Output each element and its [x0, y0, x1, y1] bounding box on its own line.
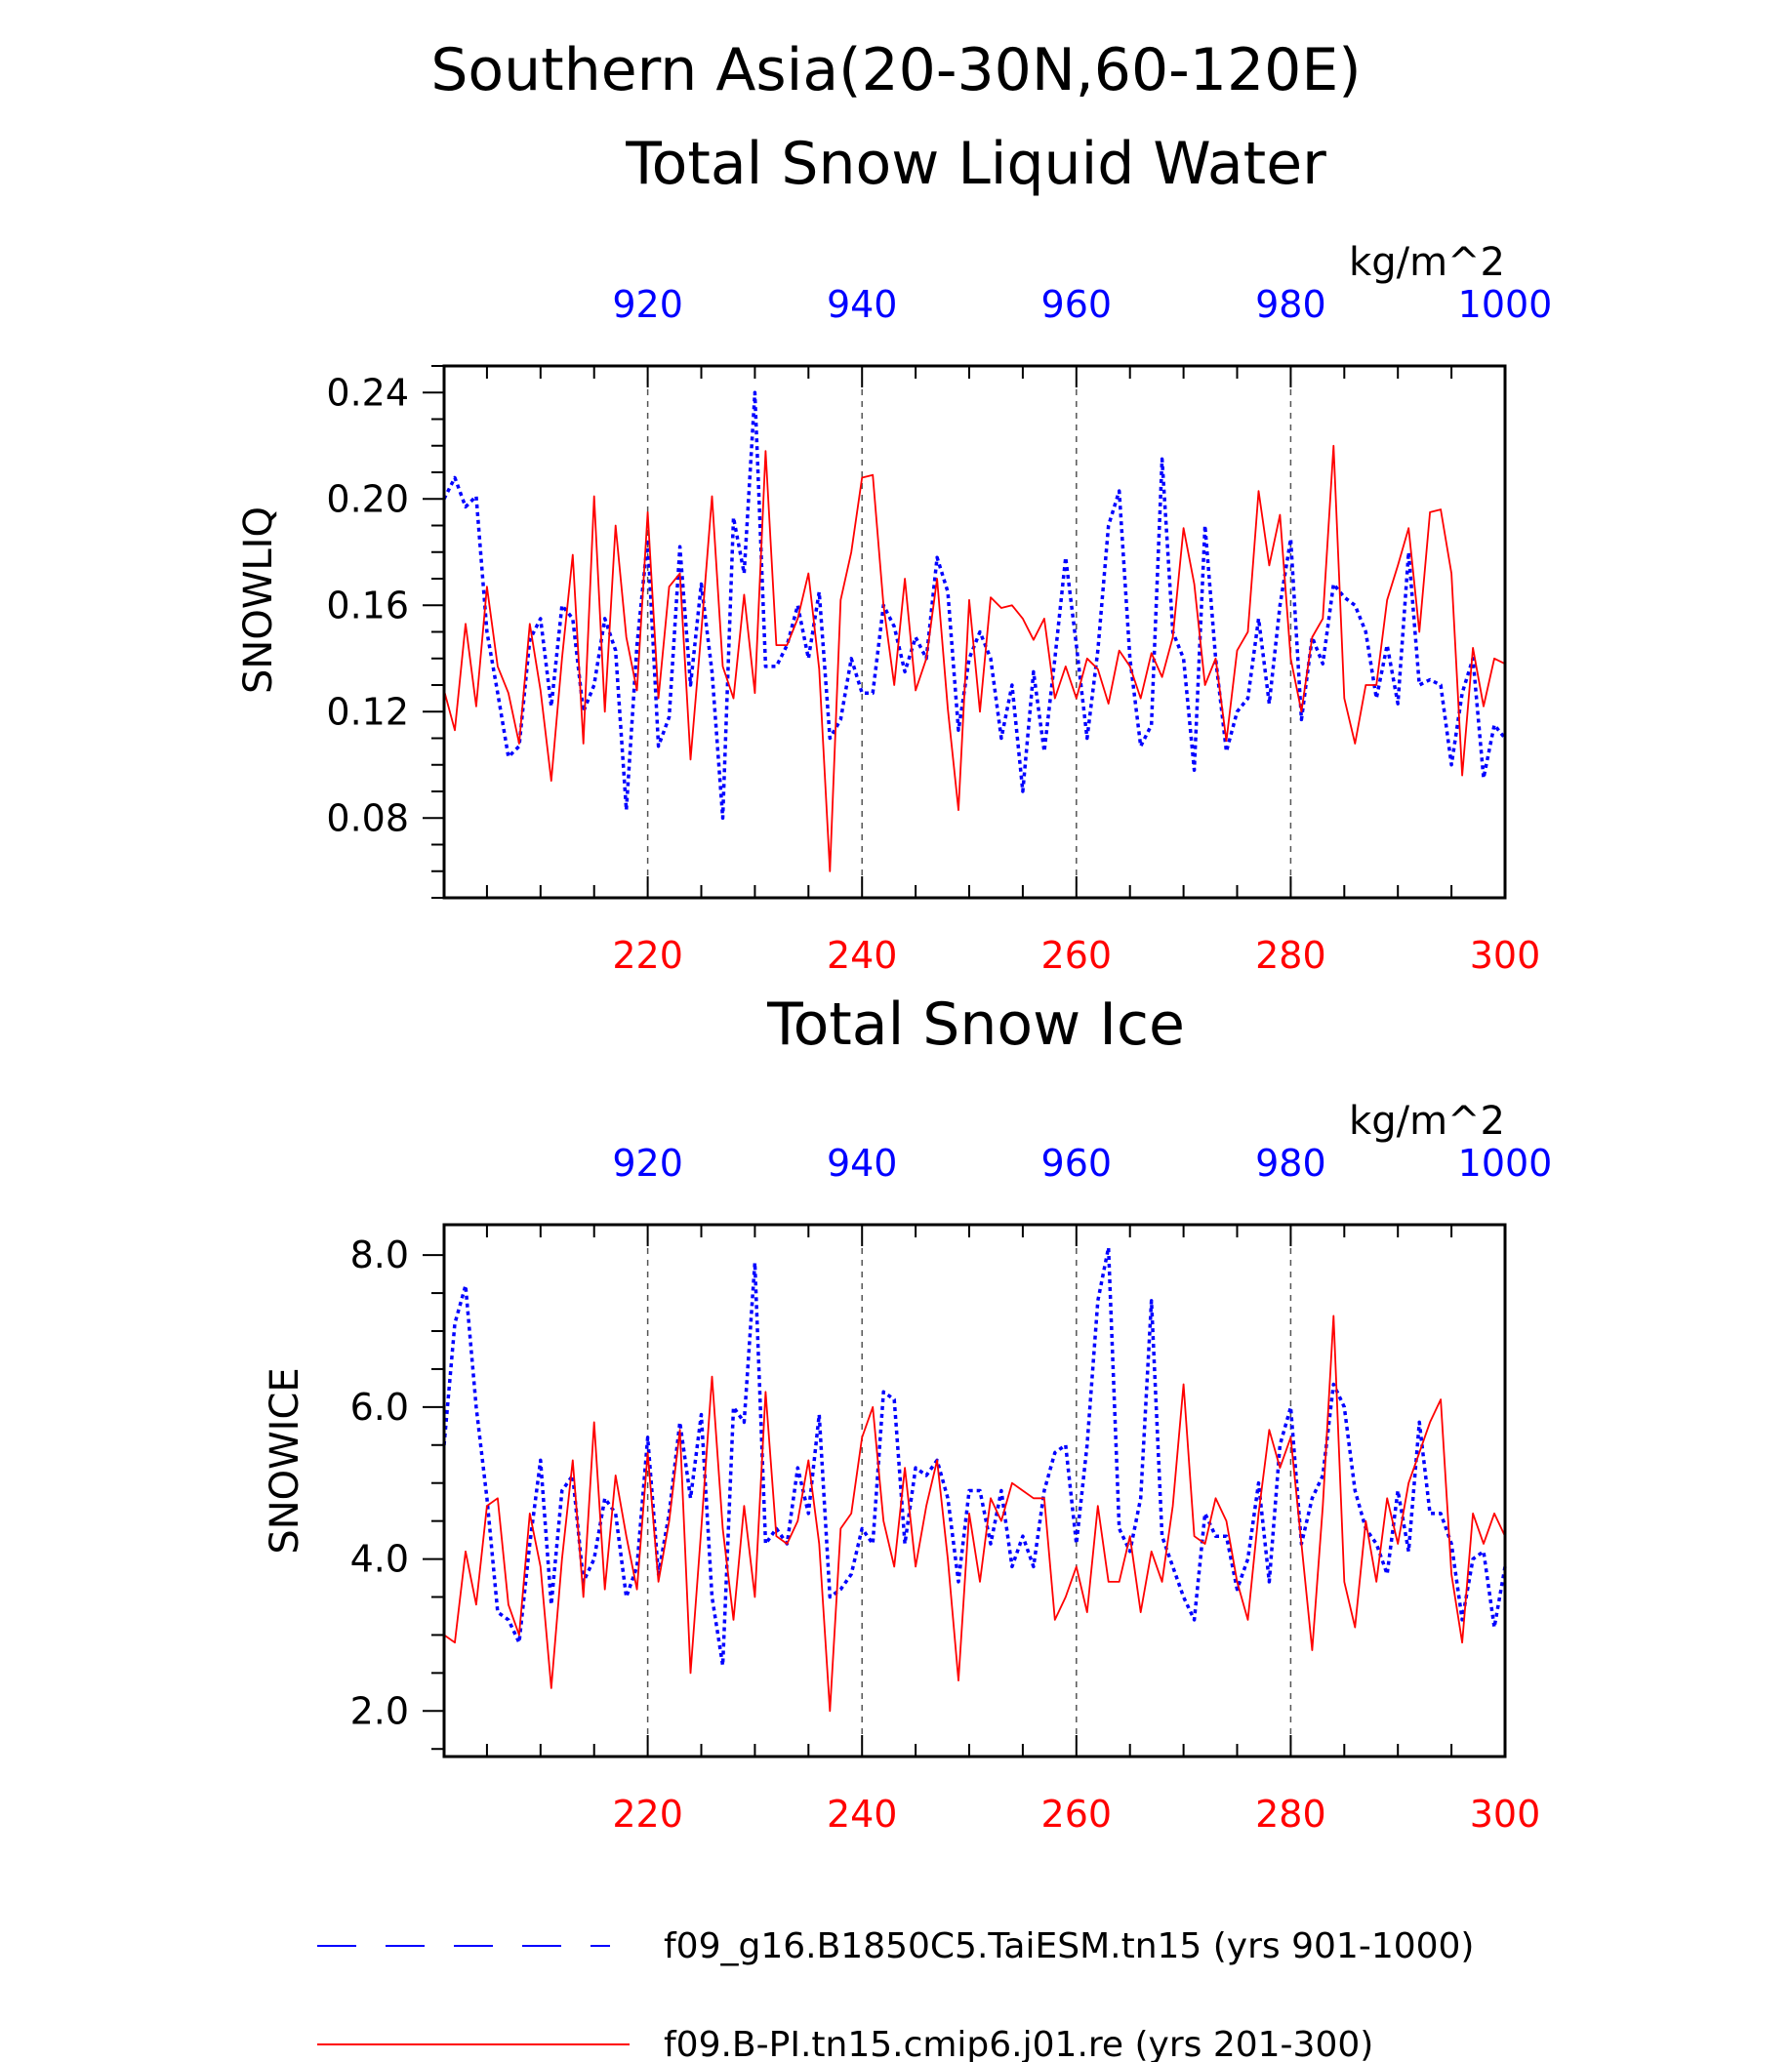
y-tick-label: 4.0 — [350, 1538, 409, 1581]
series-line-blue-dotted — [442, 390, 1507, 821]
y-tick-label: 8.0 — [350, 1233, 409, 1276]
x-tick-label-top: 960 — [1041, 1142, 1113, 1185]
legend-label-cmip6: f09.B-PI.tn15.cmip6.j01.re (yrs 201-300) — [664, 2025, 1373, 2062]
x-tick-label-bottom: 280 — [1255, 1793, 1326, 1836]
series-line-blue-dotted — [442, 1245, 1507, 1668]
x-tick-label-bottom: 280 — [1255, 934, 1326, 977]
units-label: kg/m^2 — [1349, 240, 1505, 285]
x-tick-label-bottom: 220 — [612, 1793, 683, 1836]
y-tick-label: 2.0 — [350, 1689, 409, 1732]
panel-snowliq: Total Snow Liquid Water kg/m^2 SNOWLIQ 2… — [236, 130, 1552, 977]
figure-title-line1: Southern Asia(20-30N,60-120E) — [430, 36, 1361, 104]
y-tick-label: 6.0 — [350, 1386, 409, 1429]
x-tick-label-bottom: 300 — [1470, 934, 1541, 977]
x-tick-label-bottom: 260 — [1041, 1793, 1113, 1836]
plot-frame — [442, 1223, 1507, 1759]
legend-label-taiesm: f09_g16.B1850C5.TaiESM.tn15 (yrs 901-100… — [664, 1926, 1474, 1966]
x-tick-label-top: 1000 — [1458, 283, 1553, 326]
y-axis-label: SNOWLIQ — [236, 506, 281, 694]
x-tick-label-top: 940 — [827, 283, 898, 326]
x-tick-label-top: 940 — [827, 1142, 898, 1185]
x-tick-label-top: 920 — [612, 283, 683, 326]
x-tick-label-bottom: 220 — [612, 934, 683, 977]
series-line-red-solid — [443, 1314, 1506, 1713]
series-line-red-solid — [443, 444, 1506, 872]
x-tick-label-top: 920 — [612, 1142, 683, 1185]
y-tick-label: 0.12 — [326, 690, 409, 733]
y-tick-label: 0.20 — [326, 477, 409, 520]
units-label: kg/m^2 — [1349, 1099, 1505, 1144]
x-tick-label-bottom: 240 — [827, 1793, 898, 1836]
panel-snowice: Total Snow Ice kg/m^2 SNOWICE 220 240 260 2… — [263, 991, 1552, 1836]
x-tick-label-top: 980 — [1255, 283, 1326, 326]
x-tick-label-top: 960 — [1041, 283, 1113, 326]
x-tick-label-top: 1000 — [1458, 1142, 1553, 1185]
panel-title: Total Snow Liquid Water — [625, 130, 1326, 198]
y-tick-label: 0.16 — [326, 584, 409, 627]
x-tick-label-bottom: 240 — [827, 934, 898, 977]
x-tick-label-bottom: 260 — [1041, 934, 1113, 977]
x-tick-label-top: 980 — [1255, 1142, 1326, 1185]
panel-title: Total Snow Ice — [766, 991, 1185, 1059]
y-axis-label: SNOWICE — [263, 1367, 307, 1554]
y-tick-label: 0.24 — [326, 371, 409, 414]
x-tick-label-bottom: 300 — [1470, 1793, 1541, 1836]
legend: f09_g16.B1850C5.TaiESM.tn15 (yrs 901-100… — [317, 1926, 1474, 2062]
y-tick-label: 0.08 — [326, 796, 409, 839]
